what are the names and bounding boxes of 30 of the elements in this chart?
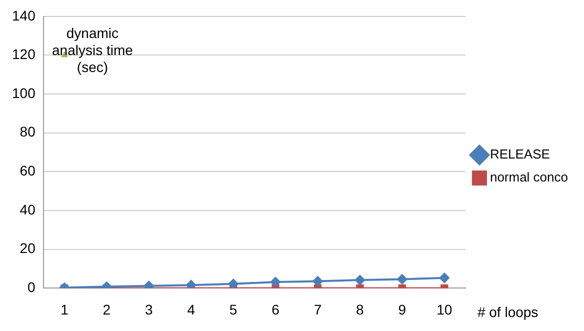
x-tick-label: 10 xyxy=(436,301,452,318)
y-tick-label: 20 xyxy=(20,240,36,256)
x-tick-label: 3 xyxy=(144,301,153,318)
legend-label: normal conco xyxy=(490,170,568,185)
point xyxy=(439,272,450,283)
point xyxy=(186,280,196,288)
y-tick-label: 0 xyxy=(28,279,36,296)
x-axis-title: # of loops xyxy=(477,304,538,320)
point xyxy=(270,276,281,287)
y-tick-label: 40 xyxy=(20,201,36,218)
x-tick-label: 9 xyxy=(398,301,406,318)
x-tick-label: 2 xyxy=(102,301,111,318)
legend-label: RELEASE xyxy=(490,146,550,162)
point xyxy=(312,276,323,286)
y-tick-label: 140 xyxy=(12,7,36,24)
y-tick-label: 120 xyxy=(12,46,36,62)
point xyxy=(397,274,408,284)
x-tick-label: 4 xyxy=(187,301,196,318)
y-tick-label: 100 xyxy=(12,84,36,101)
x-tick-label: 6 xyxy=(272,301,280,318)
point xyxy=(144,280,154,288)
y-tick-label: 60 xyxy=(20,162,36,179)
x-tick-label: 1 xyxy=(60,301,69,318)
x-tick-label: 5 xyxy=(229,301,238,318)
annotation: dynamic analysis time (sec) xyxy=(52,25,134,76)
point xyxy=(354,275,365,286)
y-tick-label: 80 xyxy=(20,124,36,140)
x-tick-label: 7 xyxy=(314,301,322,318)
point xyxy=(228,278,238,288)
x-tick-label: 8 xyxy=(356,301,364,318)
